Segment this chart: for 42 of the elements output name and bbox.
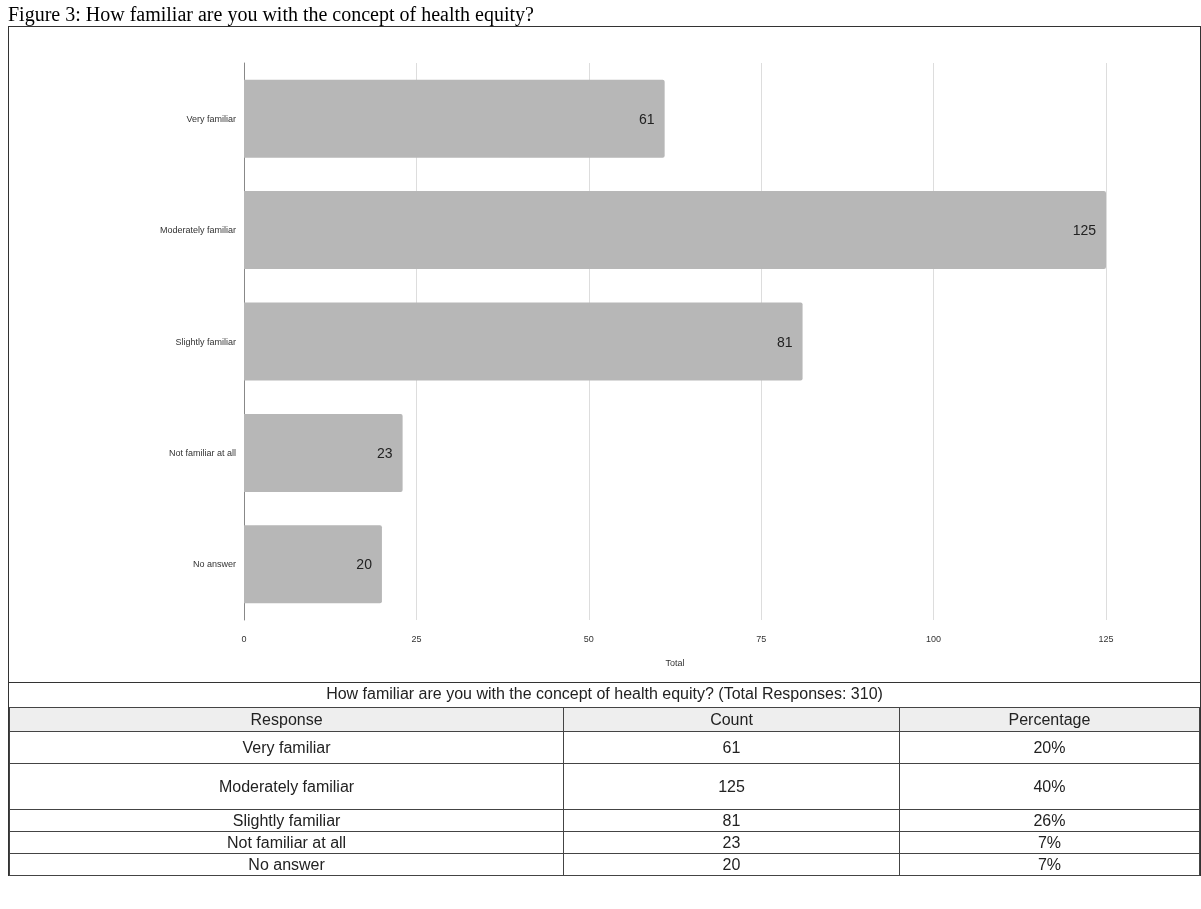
x-tick-label: 75 [756, 633, 767, 644]
text: 20 [563, 853, 900, 876]
text: 20% [899, 731, 1200, 764]
bar [244, 302, 803, 381]
x-tick-label: 50 [583, 633, 594, 644]
x-tick-label: 0 [241, 633, 247, 644]
text: Not familiar at all [9, 831, 564, 854]
bar [244, 191, 1106, 270]
data-label: 81 [777, 333, 793, 350]
text: Count [563, 707, 900, 732]
text: 125 [563, 763, 900, 810]
text: 7% [899, 831, 1200, 854]
text: Moderately familiar [9, 763, 564, 810]
text: 40% [899, 763, 1200, 810]
x-tick-label: 100 [926, 633, 942, 644]
text: Response [9, 707, 564, 732]
x-tick-label: 125 [1098, 633, 1114, 644]
data-label: 20 [356, 556, 373, 573]
text: 7% [899, 853, 1200, 876]
y-tick-label: Very familiar [186, 113, 236, 124]
text: 81 [563, 809, 900, 832]
data-label: 61 [639, 110, 655, 127]
text: Percentage [899, 707, 1200, 732]
y-tick-label: Not familiar at all [168, 447, 236, 458]
text: Very familiar [9, 731, 564, 764]
y-tick-label: No answer [192, 559, 236, 570]
text: 61 [563, 731, 900, 764]
bar [244, 525, 382, 604]
text: How familiar are you with the concept of health equity? (Total Responses: 310) [9, 682, 1200, 707]
x-axis-title: Total [665, 657, 685, 668]
text: Slightly familiar [9, 809, 564, 832]
text: No answer [9, 853, 564, 876]
bar [244, 79, 665, 158]
text: 26% [899, 809, 1200, 832]
bar [244, 413, 403, 492]
data-label: 125 [1072, 222, 1097, 239]
x-tick-label: 25 [411, 633, 422, 644]
y-tick-label: Moderately familiar [159, 225, 236, 236]
text: 23 [563, 831, 900, 854]
y-tick-label: Slightly familiar [175, 336, 236, 347]
chart-title: Figure 3: How familiar are you with the concept of health equity? [8, 2, 535, 26]
data-label: 23 [377, 444, 393, 461]
